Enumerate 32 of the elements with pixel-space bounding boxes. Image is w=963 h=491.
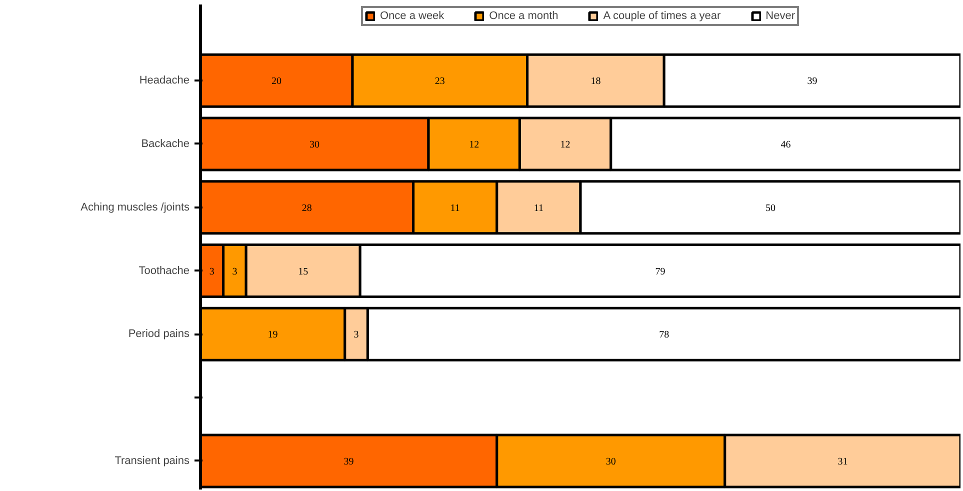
legend-label: Once a week — [380, 10, 444, 22]
data-label: 39 — [344, 456, 354, 468]
y-tick-label: Period pains — [128, 328, 190, 340]
data-label: 11 — [450, 202, 460, 214]
data-label: 78 — [659, 330, 670, 341]
data-label: 3 — [232, 266, 238, 278]
y-tick-label: Headache — [139, 74, 190, 87]
y-tick-label: Backache — [141, 138, 190, 150]
data-label: 79 — [655, 266, 666, 278]
legend-label: Once a month — [489, 10, 558, 22]
legend-label: A couple of times a year — [603, 10, 721, 22]
legend-label: Never — [766, 10, 796, 22]
data-label: 20 — [272, 76, 282, 88]
data-label: 15 — [298, 266, 308, 278]
y-tick-label: Transient pains — [114, 454, 190, 467]
data-label: 50 — [766, 202, 776, 214]
data-label: 39 — [807, 76, 818, 88]
data-label: 46 — [780, 139, 791, 150]
data-label: 3 — [354, 330, 359, 341]
data-label: 30 — [606, 456, 616, 468]
data-label: 18 — [590, 76, 601, 88]
data-label: 31 — [838, 456, 848, 468]
data-label: 11 — [534, 202, 544, 214]
data-label: 3 — [209, 266, 214, 278]
data-label: 30 — [310, 139, 320, 150]
y-tick-label: Aching muscles /joints — [80, 201, 190, 214]
y-tick-label: Toothache — [138, 264, 190, 277]
data-label: 19 — [268, 330, 278, 341]
data-label: 12 — [469, 139, 480, 150]
data-label: 23 — [434, 76, 445, 88]
data-label: 28 — [302, 202, 312, 214]
data-label: 12 — [560, 139, 570, 150]
